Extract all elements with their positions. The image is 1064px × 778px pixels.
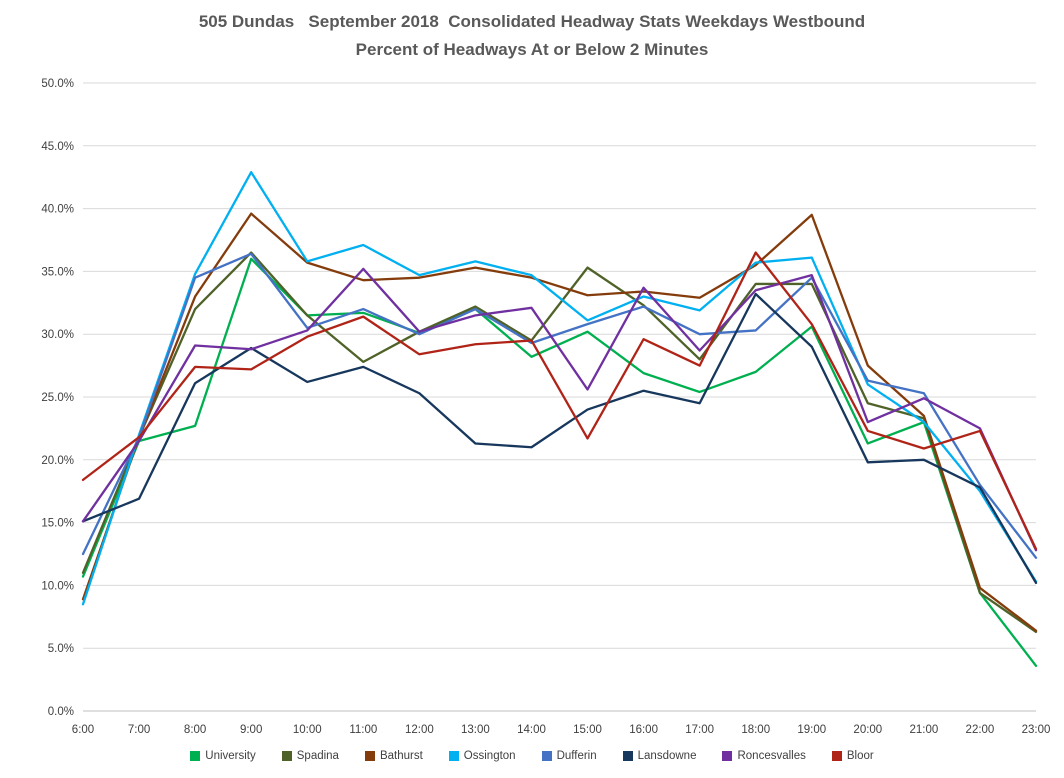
legend-label: Dufferin — [556, 750, 597, 762]
legend-marker-bloor — [831, 751, 842, 761]
y-tick-label: 20.0% — [41, 455, 74, 467]
legend-label: Bathurst — [379, 750, 423, 762]
x-tick-label: 23:00 — [1022, 724, 1051, 736]
x-tick-label: 20:00 — [853, 724, 882, 736]
y-tick-label: 15.0% — [41, 518, 74, 530]
x-tick-label: 10:00 — [293, 724, 322, 736]
series-line-lansdowne — [81, 292, 1038, 585]
x-tick-label: 15:00 — [573, 724, 602, 736]
y-tick-label: 50.0% — [41, 78, 74, 90]
y-tick-label: 30.0% — [41, 329, 74, 341]
y-tick-label: 40.0% — [41, 204, 74, 216]
x-tick-label: 8:00 — [184, 724, 206, 736]
legend-item-ossington: Ossington — [448, 750, 516, 762]
series-line-university — [81, 257, 1038, 667]
legend-marker-bathurst — [364, 751, 375, 761]
x-tick-label: 13:00 — [461, 724, 490, 736]
x-tick-label: 16:00 — [629, 724, 658, 736]
legend-item-bathurst: Bathurst — [364, 750, 423, 762]
legend-item-dufferin: Dufferin — [541, 750, 597, 762]
series-line-roncesvalles — [81, 267, 1038, 552]
chart-title-line2: Percent of Headways At or Below 2 Minute… — [355, 40, 709, 59]
legend-item-lansdowne: Lansdowne — [622, 750, 697, 762]
legend-marker-spadina — [281, 751, 292, 761]
legend-item-spadina: Spadina — [281, 750, 339, 762]
legend-item-university: University — [190, 750, 256, 762]
y-tick-label: 45.0% — [41, 141, 74, 153]
x-tick-label: 6:00 — [72, 724, 94, 736]
series-line-bloor — [81, 251, 1038, 551]
x-tick-label: 19:00 — [797, 724, 826, 736]
x-tick-label: 18:00 — [741, 724, 770, 736]
x-tick-label: 21:00 — [909, 724, 938, 736]
x-tick-label: 17:00 — [685, 724, 714, 736]
y-tick-label: 10.0% — [41, 580, 74, 592]
legend-label: University — [205, 750, 256, 762]
legend-label: Bloor — [846, 750, 874, 762]
legend-marker-lansdowne — [622, 751, 633, 761]
x-tick-label: 9:00 — [240, 724, 262, 736]
legend-marker-roncesvalles — [722, 751, 733, 761]
x-tick-label: 12:00 — [405, 724, 434, 736]
series-line-spadina — [81, 251, 1038, 634]
legend-label: Lansdowne — [637, 750, 697, 762]
series-line-bathurst — [81, 212, 1038, 632]
series-line-dufferin — [81, 252, 1038, 559]
legend-item-roncesvalles: Roncesvalles — [722, 750, 806, 762]
chart-title: 505 Dundas September 2018 Consolidated H… — [0, 8, 1064, 64]
x-tick-label: 11:00 — [349, 724, 377, 736]
legend-marker-university — [190, 751, 201, 761]
y-tick-label: 25.0% — [41, 392, 74, 404]
series-line-ossington — [81, 171, 1038, 606]
x-tick-label: 22:00 — [966, 724, 995, 736]
legend-label: Spadina — [296, 750, 339, 762]
chart-title-line1: 505 Dundas September 2018 Consolidated H… — [198, 12, 866, 31]
y-tick-label: 35.0% — [41, 266, 74, 278]
y-tick-label: 5.0% — [48, 643, 74, 655]
legend-marker-ossington — [448, 751, 459, 761]
legend-label: Roncesvalles — [737, 750, 806, 762]
legend-label: Ossington — [463, 750, 516, 762]
x-tick-label: 7:00 — [128, 724, 150, 736]
legend-item-bloor: Bloor — [831, 750, 874, 762]
y-tick-label: 0.0% — [48, 706, 74, 718]
legend: University Spadina Bathurst Ossington Duffer… — [0, 750, 1064, 762]
x-tick-label: 14:00 — [517, 724, 546, 736]
legend-marker-dufferin — [541, 751, 552, 761]
